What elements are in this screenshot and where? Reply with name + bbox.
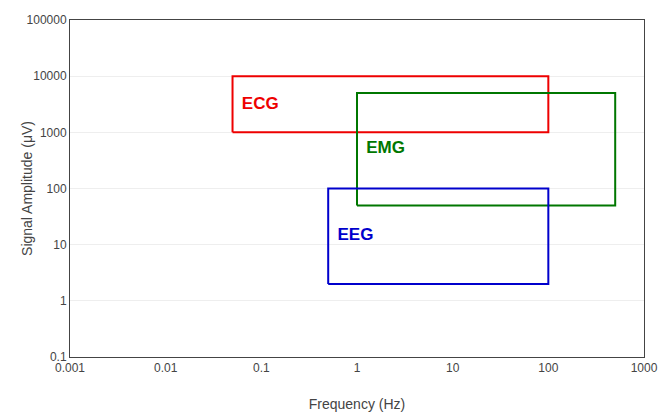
svg-text:0.001: 0.001 [55,361,85,375]
svg-text:Signal Amplitude (μV): Signal Amplitude (μV) [19,121,35,256]
svg-text:10: 10 [446,361,460,375]
svg-text:ECG: ECG [242,94,279,113]
svg-text:1: 1 [354,361,361,375]
svg-text:10: 10 [53,238,67,252]
svg-text:Frequency (Hz): Frequency (Hz) [309,396,405,412]
svg-text:0.01: 0.01 [154,361,178,375]
svg-text:10000: 10000 [33,69,67,83]
svg-text:100: 100 [538,361,558,375]
svg-text:0.1: 0.1 [50,350,67,364]
svg-text:EMG: EMG [366,138,405,157]
svg-text:0.1: 0.1 [253,361,270,375]
svg-text:EEG: EEG [337,225,373,244]
svg-text:100: 100 [47,182,67,196]
svg-text:1000: 1000 [40,126,67,140]
svg-text:1: 1 [60,294,67,308]
svg-text:100000: 100000 [27,13,67,27]
svg-text:1000: 1000 [631,361,658,375]
